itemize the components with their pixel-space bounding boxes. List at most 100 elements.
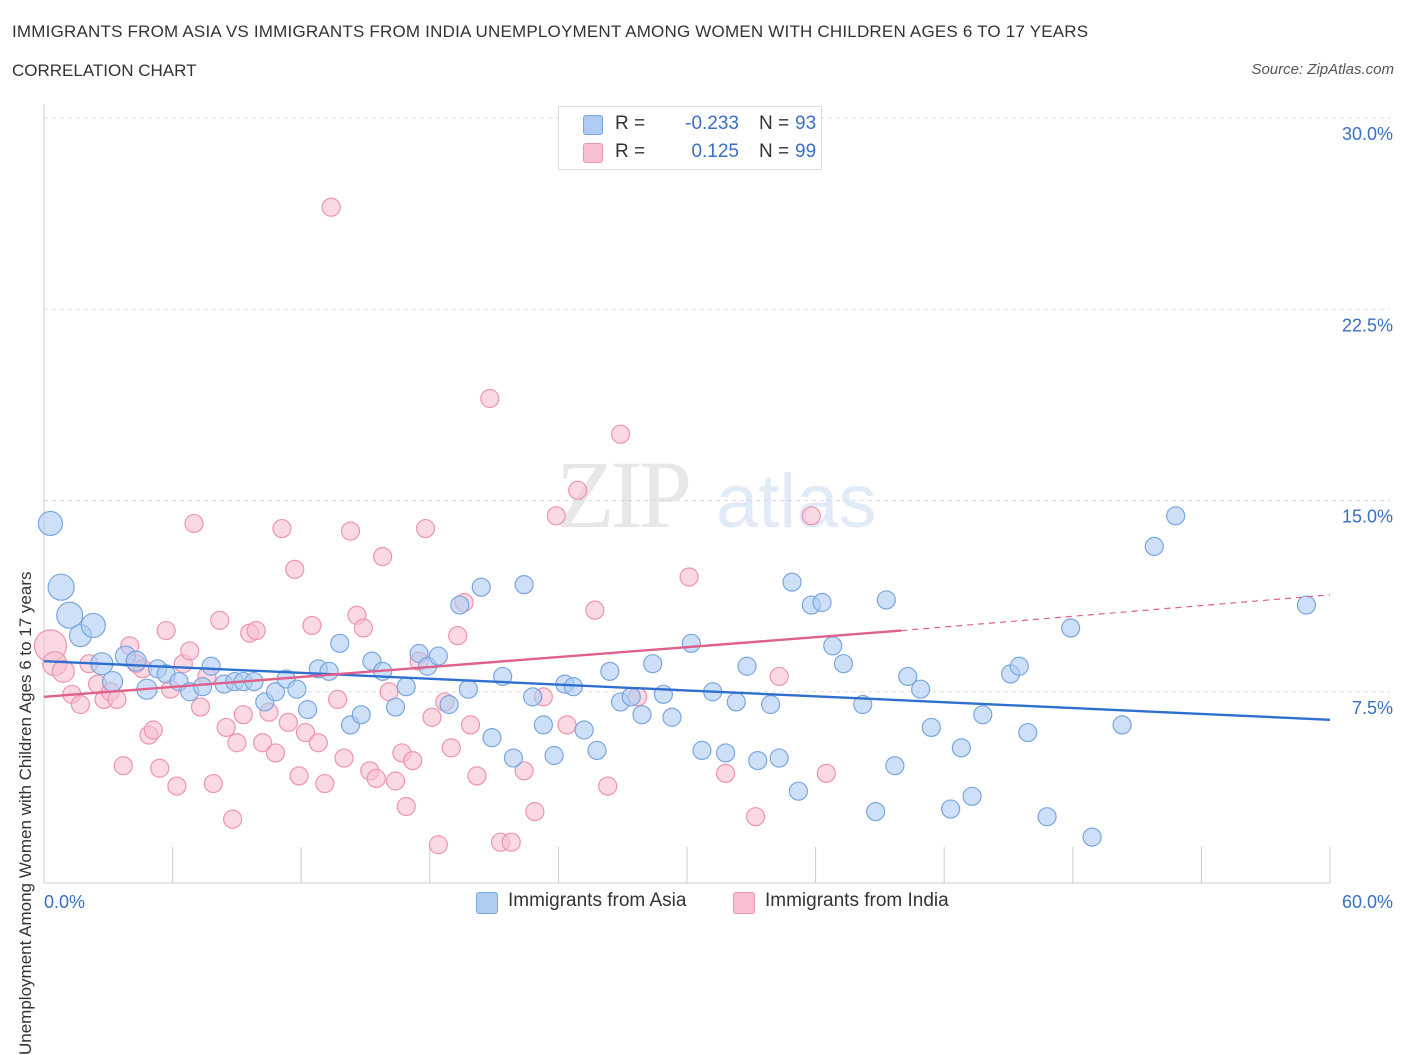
asia-point-41 — [483, 729, 501, 747]
asia-point-93 — [1167, 507, 1185, 525]
asia-point-91 — [1113, 716, 1131, 734]
india-point-45 — [329, 690, 347, 708]
india-point-19 — [168, 777, 186, 795]
asia-point-23 — [288, 680, 306, 698]
asia-point-64 — [738, 657, 756, 675]
india-point-47 — [341, 522, 359, 540]
asia-point-79 — [912, 680, 930, 698]
asia-point-24 — [299, 701, 317, 719]
asia-r-value: -0.233 — [649, 113, 739, 135]
india-point-4 — [71, 696, 89, 714]
asia-point-36 — [429, 647, 447, 665]
asia-point-46 — [534, 716, 552, 734]
india-point-23 — [191, 698, 209, 716]
india-point-60 — [423, 708, 441, 726]
asia-point-27 — [331, 634, 349, 652]
india-point-29 — [228, 734, 246, 752]
asia-point-43 — [504, 749, 522, 767]
asia-point-1 — [48, 574, 74, 600]
india-point-66 — [462, 716, 480, 734]
asia-point-75 — [867, 803, 885, 821]
india-point-36 — [273, 520, 291, 538]
asia-point-44 — [515, 576, 533, 594]
india-point-44 — [322, 198, 340, 216]
india-point-25 — [204, 775, 222, 793]
asia-swatch — [583, 115, 603, 135]
india-point-22 — [185, 514, 203, 532]
india-point-2 — [52, 660, 74, 682]
asia-point-14 — [194, 678, 212, 696]
asia-point-66 — [762, 696, 780, 714]
y-tick-label-1: 15.0% — [1342, 507, 1393, 527]
asia-point-89 — [1062, 619, 1080, 637]
india-point-17 — [157, 622, 175, 640]
asia-n-label: N = — [759, 113, 789, 135]
india-legend-label: Immigrants from India — [765, 890, 949, 912]
india-point-79 — [612, 425, 630, 443]
asia-point-29 — [352, 706, 370, 724]
asia-point-65 — [749, 752, 767, 770]
india-point-10 — [114, 757, 132, 775]
asia-point-82 — [952, 739, 970, 757]
india-point-82 — [717, 764, 735, 782]
india-point-54 — [387, 772, 405, 790]
asia-point-4 — [81, 613, 105, 637]
india-point-26 — [211, 611, 229, 629]
asia-point-80 — [922, 718, 940, 736]
india-point-28 — [224, 810, 242, 828]
asia-point-77 — [886, 757, 904, 775]
asia-point-55 — [633, 706, 651, 724]
asia-point-8 — [126, 651, 146, 671]
india-point-81 — [680, 568, 698, 586]
india-point-37 — [279, 713, 297, 731]
watermark: ZIP atlas — [556, 441, 877, 548]
watermark-atlas: atlas — [716, 459, 877, 544]
india-point-68 — [481, 390, 499, 408]
asia-points — [38, 507, 1315, 846]
asia-point-63 — [727, 693, 745, 711]
asia-point-6 — [103, 672, 123, 692]
india-point-42 — [309, 734, 327, 752]
x-tick-label-0: 0.0% — [44, 892, 85, 912]
india-point-64 — [449, 627, 467, 645]
india-point-72 — [526, 803, 544, 821]
trend-lines — [44, 595, 1330, 720]
india-point-85 — [802, 507, 820, 525]
india-point-78 — [599, 777, 617, 795]
india-point-9 — [108, 690, 126, 708]
asia-r-label: R = — [615, 113, 645, 135]
india-n-label: N = — [759, 141, 789, 163]
asia-point-33 — [397, 678, 415, 696]
asia-point-59 — [682, 634, 700, 652]
india-point-59 — [417, 520, 435, 538]
india-point-76 — [569, 481, 587, 499]
asia-point-56 — [644, 655, 662, 673]
india-point-15 — [144, 721, 162, 739]
asia-point-37 — [440, 696, 458, 714]
asia-legend-label: Immigrants from Asia — [508, 890, 686, 912]
y-tick-label-0: 7.5% — [1352, 698, 1393, 718]
asia-point-84 — [974, 706, 992, 724]
india-point-32 — [247, 622, 265, 640]
india-point-46 — [335, 749, 353, 767]
asia-point-68 — [783, 573, 801, 591]
asia-point-51 — [588, 741, 606, 759]
asia-point-83 — [963, 787, 981, 805]
india-point-30 — [234, 706, 252, 724]
india-point-74 — [547, 507, 565, 525]
india-point-84 — [770, 667, 788, 685]
asia-point-52 — [601, 662, 619, 680]
asia-point-87 — [1019, 724, 1037, 742]
grid-lines — [44, 118, 1390, 692]
india-r-label: R = — [615, 141, 645, 163]
india-point-61 — [429, 836, 447, 854]
asia-point-72 — [824, 637, 842, 655]
asia-point-0 — [38, 511, 62, 535]
y-tick-label-3: 30.0% — [1342, 124, 1393, 144]
india-point-77 — [586, 601, 604, 619]
india-point-56 — [397, 798, 415, 816]
india-point-63 — [442, 739, 460, 757]
asia-legend-swatch — [476, 892, 498, 914]
asia-point-40 — [472, 578, 490, 596]
asia-point-39 — [459, 680, 477, 698]
